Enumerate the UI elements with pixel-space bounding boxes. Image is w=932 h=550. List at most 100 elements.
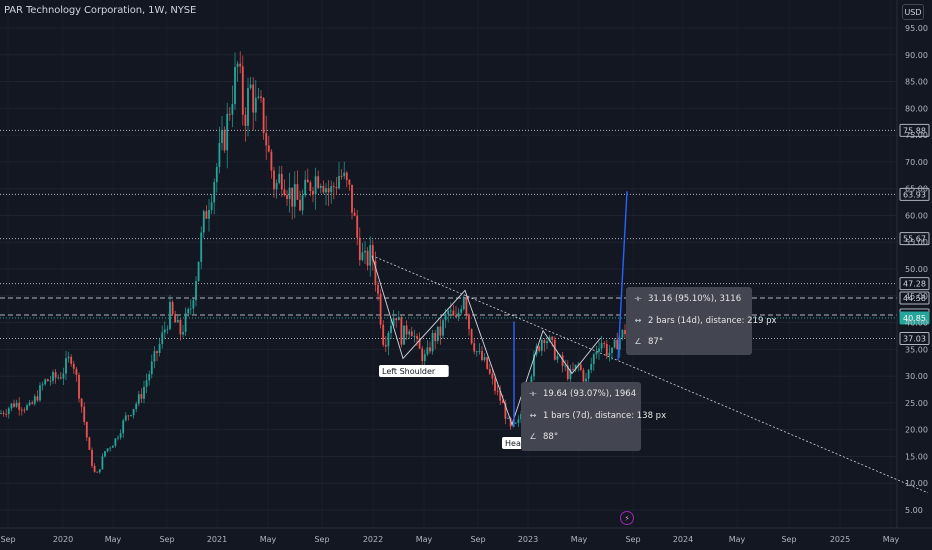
candle-body: [299, 199, 301, 211]
candle-body: [540, 340, 543, 351]
price-level-badge: [899, 277, 930, 291]
candle-body: [335, 186, 338, 189]
candle-body: [23, 409, 26, 411]
candle-body: [88, 437, 91, 450]
candle-body: [46, 379, 49, 382]
candle-body: [403, 325, 405, 345]
currency-button[interactable]: USD: [902, 4, 924, 20]
candle-body: [41, 384, 44, 386]
measure-bars: 1 bars (7d), distance: 138 px: [543, 411, 667, 421]
candle-body: [533, 354, 535, 377]
candle-body: [208, 209, 210, 219]
candle-body: [548, 336, 551, 342]
candle-body: [62, 373, 65, 379]
lightning-icon[interactable]: ⚡: [620, 511, 634, 525]
candle-body: [234, 66, 236, 105]
candle-body: [122, 420, 125, 434]
candle-body: [291, 187, 294, 207]
price-level-badge: [899, 187, 930, 201]
candle-body: [444, 314, 447, 321]
price-range-icon: ⟛: [634, 294, 642, 303]
x-tick-label: 2023: [518, 535, 538, 544]
bars-range-icon: ↔: [529, 411, 537, 420]
candle-body: [158, 344, 161, 354]
candle-body: [457, 312, 460, 318]
candle-body: [319, 185, 322, 188]
measure-line-2: [617, 191, 628, 361]
measure-angle: 88°: [543, 432, 559, 442]
price-level-badge: [899, 331, 930, 345]
candle-body: [117, 437, 119, 439]
neckline-trendline: [371, 255, 929, 494]
candle-body: [579, 364, 582, 370]
x-tick-label: May: [571, 535, 588, 544]
candle-body: [429, 347, 431, 352]
candle-body: [130, 415, 132, 416]
candle-body: [431, 332, 434, 352]
trendline: [371, 255, 929, 494]
candle-body: [369, 245, 372, 266]
price-level-label: 37.03: [903, 334, 926, 343]
candle-body: [78, 374, 80, 399]
candle-body: [215, 166, 218, 183]
candle-body: [2, 412, 5, 414]
candle-body: [423, 354, 426, 362]
price-level-label: 75.88: [903, 126, 926, 135]
candle-body: [57, 377, 60, 379]
candle-body: [436, 326, 439, 341]
candle-body: [366, 250, 369, 266]
candle-body: [67, 356, 70, 359]
candle-body: [140, 394, 143, 399]
candle-body: [70, 356, 73, 364]
price-level-badge: [899, 291, 930, 305]
candle-body: [507, 418, 509, 419]
y-tick-label: 25.00: [905, 399, 928, 408]
candle-body: [608, 352, 611, 356]
candle-body: [91, 449, 93, 466]
candle-body: [153, 351, 156, 362]
candle-body: [600, 343, 603, 349]
y-tick-label: 20.00: [905, 426, 928, 435]
candle-body: [239, 63, 242, 67]
candle-body: [312, 190, 314, 195]
candle-body: [475, 351, 478, 353]
candle-body: [481, 351, 483, 361]
candle-body: [473, 343, 476, 352]
candle-body: [267, 145, 270, 152]
candle-body: [410, 331, 413, 337]
candle-body: [538, 346, 541, 351]
price-level-label: 63.93: [903, 190, 926, 199]
candle-body: [249, 84, 252, 89]
x-tick-label: 2022: [363, 535, 383, 544]
bars-range-icon: ↔: [634, 316, 642, 325]
candle-body: [179, 319, 182, 335]
candle-body: [85, 421, 88, 438]
candle-body: [236, 63, 239, 67]
candle-body: [382, 324, 385, 345]
candle-body: [49, 380, 52, 382]
price-level-badge: [899, 311, 930, 325]
candle-body: [304, 179, 307, 196]
candle-body: [226, 113, 229, 151]
candle-body: [0, 412, 2, 414]
candle-body: [244, 114, 247, 126]
candle-body: [314, 176, 317, 195]
candle-body: [574, 364, 577, 370]
x-tick-label: May: [260, 535, 277, 544]
candle-body: [491, 373, 494, 379]
y-tick-label: 50.00: [905, 265, 928, 274]
candle-body: [205, 211, 208, 219]
candle-body: [566, 365, 569, 380]
candle-body: [275, 182, 278, 190]
candle-body: [340, 176, 343, 177]
y-tick-label: 35.00: [905, 345, 928, 354]
candle-body: [119, 433, 122, 438]
candle-body: [358, 237, 361, 261]
candle-body: [148, 374, 151, 381]
candle-body: [569, 369, 572, 380]
candle-body: [163, 329, 166, 333]
y-tick-label: 90.00: [905, 51, 928, 60]
candle-body: [330, 186, 333, 193]
candle-body: [351, 184, 353, 213]
